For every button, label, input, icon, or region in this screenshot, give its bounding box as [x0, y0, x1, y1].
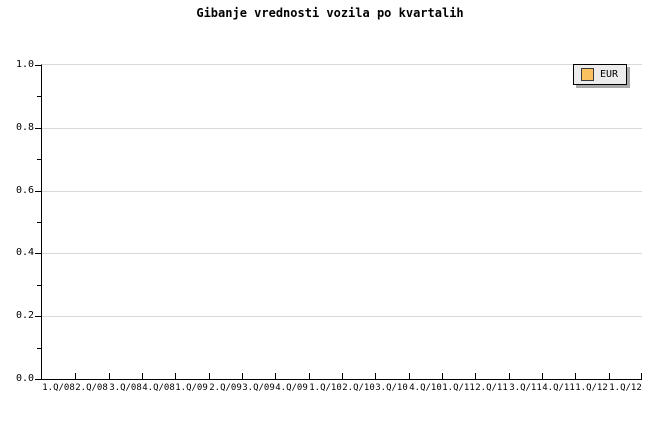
x-axis-tick-label: 1.Q/12 — [609, 383, 642, 393]
x-axis-tick-label: 2.Q/10 — [342, 383, 375, 393]
y-axis-major-tick — [35, 128, 41, 129]
x-axis-tick-label: 3.Q/11 — [509, 383, 542, 393]
x-axis-tick-label: 1.Q/08 — [42, 383, 75, 393]
x-axis-tick-label: 2.Q/09 — [209, 383, 242, 393]
y-axis-major-tick — [35, 253, 41, 254]
x-axis-tick-label: 2.Q/08 — [75, 383, 108, 393]
x-axis-tick — [475, 373, 476, 379]
y-axis-minor-tick — [37, 159, 41, 160]
x-axis-tick-label: 3.Q/10 — [375, 383, 408, 393]
chart-title: Gibanje vrednosti vozila po kvartalih — [196, 6, 464, 20]
x-axis-tick — [175, 373, 176, 379]
x-axis-tick-label: 1.Q/10 — [309, 383, 342, 393]
y-axis-major-tick — [35, 316, 41, 317]
y-axis-tick-label: 0.6 — [15, 185, 34, 196]
y-axis-minor-tick — [37, 348, 41, 349]
x-axis-tick — [109, 373, 110, 379]
x-axis-tick-label: 3.Q/08 — [109, 383, 142, 393]
x-axis-tick-label: 4.Q/10 — [409, 383, 442, 393]
legend-swatch-icon — [581, 68, 594, 81]
y-axis-tick-label: 0.8 — [15, 122, 34, 133]
x-axis-tick — [209, 373, 210, 379]
x-axis-tick-label: 3.Q/09 — [242, 383, 275, 393]
x-axis-tick-label: 1.Q/12 — [575, 383, 608, 393]
y-axis-minor-tick — [37, 222, 41, 223]
x-axis-tick — [275, 373, 276, 379]
y-axis-major-tick — [35, 65, 41, 66]
y-axis-major-tick — [35, 379, 41, 380]
x-axis-tick-label: 4.Q/11 — [542, 383, 575, 393]
y-axis-minor-tick — [37, 285, 41, 286]
grid-line-y — [42, 191, 642, 192]
x-axis-tick — [142, 373, 143, 379]
y-axis-tick-label: 0.0 — [15, 373, 34, 384]
x-axis-tick — [75, 373, 76, 379]
x-axis-tick — [375, 373, 376, 379]
x-axis-tick — [641, 373, 642, 379]
grid-line-y — [42, 316, 642, 317]
x-axis-tick — [575, 373, 576, 379]
x-axis-tick — [509, 373, 510, 379]
x-axis-tick — [242, 373, 243, 379]
x-axis-tick-label: 4.Q/08 — [142, 383, 175, 393]
y-axis-tick-label: 1.0 — [15, 59, 34, 70]
x-axis-tick — [409, 373, 410, 379]
y-axis-minor-tick — [37, 96, 41, 97]
y-axis-major-tick — [35, 191, 41, 192]
y-axis-tick-label: 0.2 — [15, 310, 34, 321]
x-axis-tick-label: 1.Q/11 — [442, 383, 475, 393]
grid-line-y — [42, 253, 642, 254]
x-axis-tick-label: 2.Q/11 — [475, 383, 508, 393]
x-axis-tick — [309, 373, 310, 379]
y-axis-tick-label: 0.4 — [15, 247, 34, 258]
x-axis-tick — [542, 373, 543, 379]
grid-line-y — [42, 128, 642, 129]
x-axis-tick-label: 4.Q/09 — [275, 383, 308, 393]
legend: EUR — [573, 64, 627, 85]
x-axis-tick — [609, 373, 610, 379]
x-axis-tick — [442, 373, 443, 379]
x-axis-tick-label: 1.Q/09 — [175, 383, 208, 393]
plot-area: 1.0 0.8 0.6 0.4 0.2 0.0 1.Q/08 2.Q/08 3.Q/08 4.Q/… — [16, 59, 642, 393]
legend-series-label: EUR — [600, 68, 619, 80]
x-axis-tick — [342, 373, 343, 379]
